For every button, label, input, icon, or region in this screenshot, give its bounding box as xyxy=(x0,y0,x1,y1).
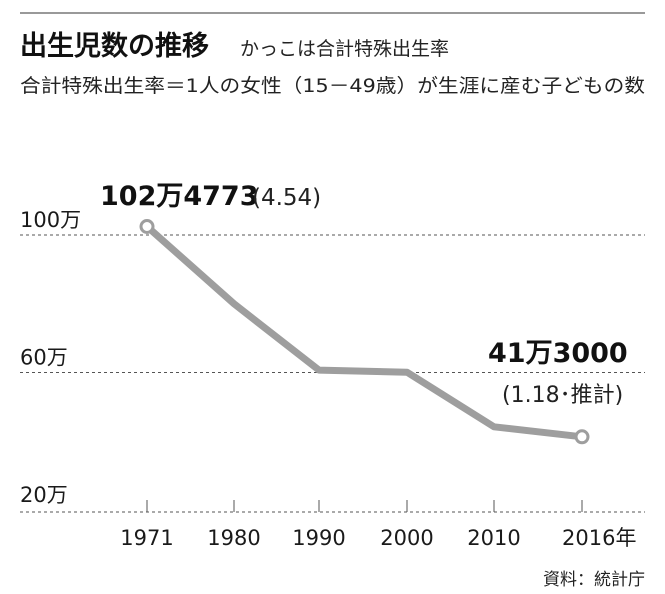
y-tick-label: 100万 xyxy=(20,208,81,232)
series-layer xyxy=(139,219,590,445)
x-tick-label: 1980 xyxy=(207,526,260,550)
end-rate-label: (1.18･推計) xyxy=(502,383,623,408)
source-label: 資料：統計庁 xyxy=(543,570,645,590)
data-point-marker xyxy=(139,219,155,234)
y-tick-label: 20万 xyxy=(20,483,68,507)
x-tick-label: 2016年 xyxy=(562,526,636,550)
y-tick-label: 60万 xyxy=(20,346,68,370)
chart-subtitle: かっこは合計特殊出生率 xyxy=(240,38,449,60)
series-line xyxy=(143,223,586,441)
end-value-label: 41万3000 xyxy=(488,338,628,369)
start-rate-label: (4.54) xyxy=(252,185,321,211)
x-tick-label: 1990 xyxy=(292,526,345,550)
x-tick-label: 2010 xyxy=(467,526,520,550)
x-axis: 1971 1980 1990 2000 2010 2016年 xyxy=(120,500,636,550)
chart-title: 出生児数の推移 xyxy=(20,31,209,62)
y-axis: 100万 60万 20万 xyxy=(20,208,81,507)
start-value-label: 102万4773 xyxy=(100,181,259,212)
x-tick-label: 1971 xyxy=(120,526,173,550)
x-tick-label: 2000 xyxy=(380,526,433,550)
data-point-marker xyxy=(574,429,590,445)
chart-note: 合計特殊出生率＝1人の女性（15－49歳）が生涯に産む子どもの数 xyxy=(20,75,645,97)
